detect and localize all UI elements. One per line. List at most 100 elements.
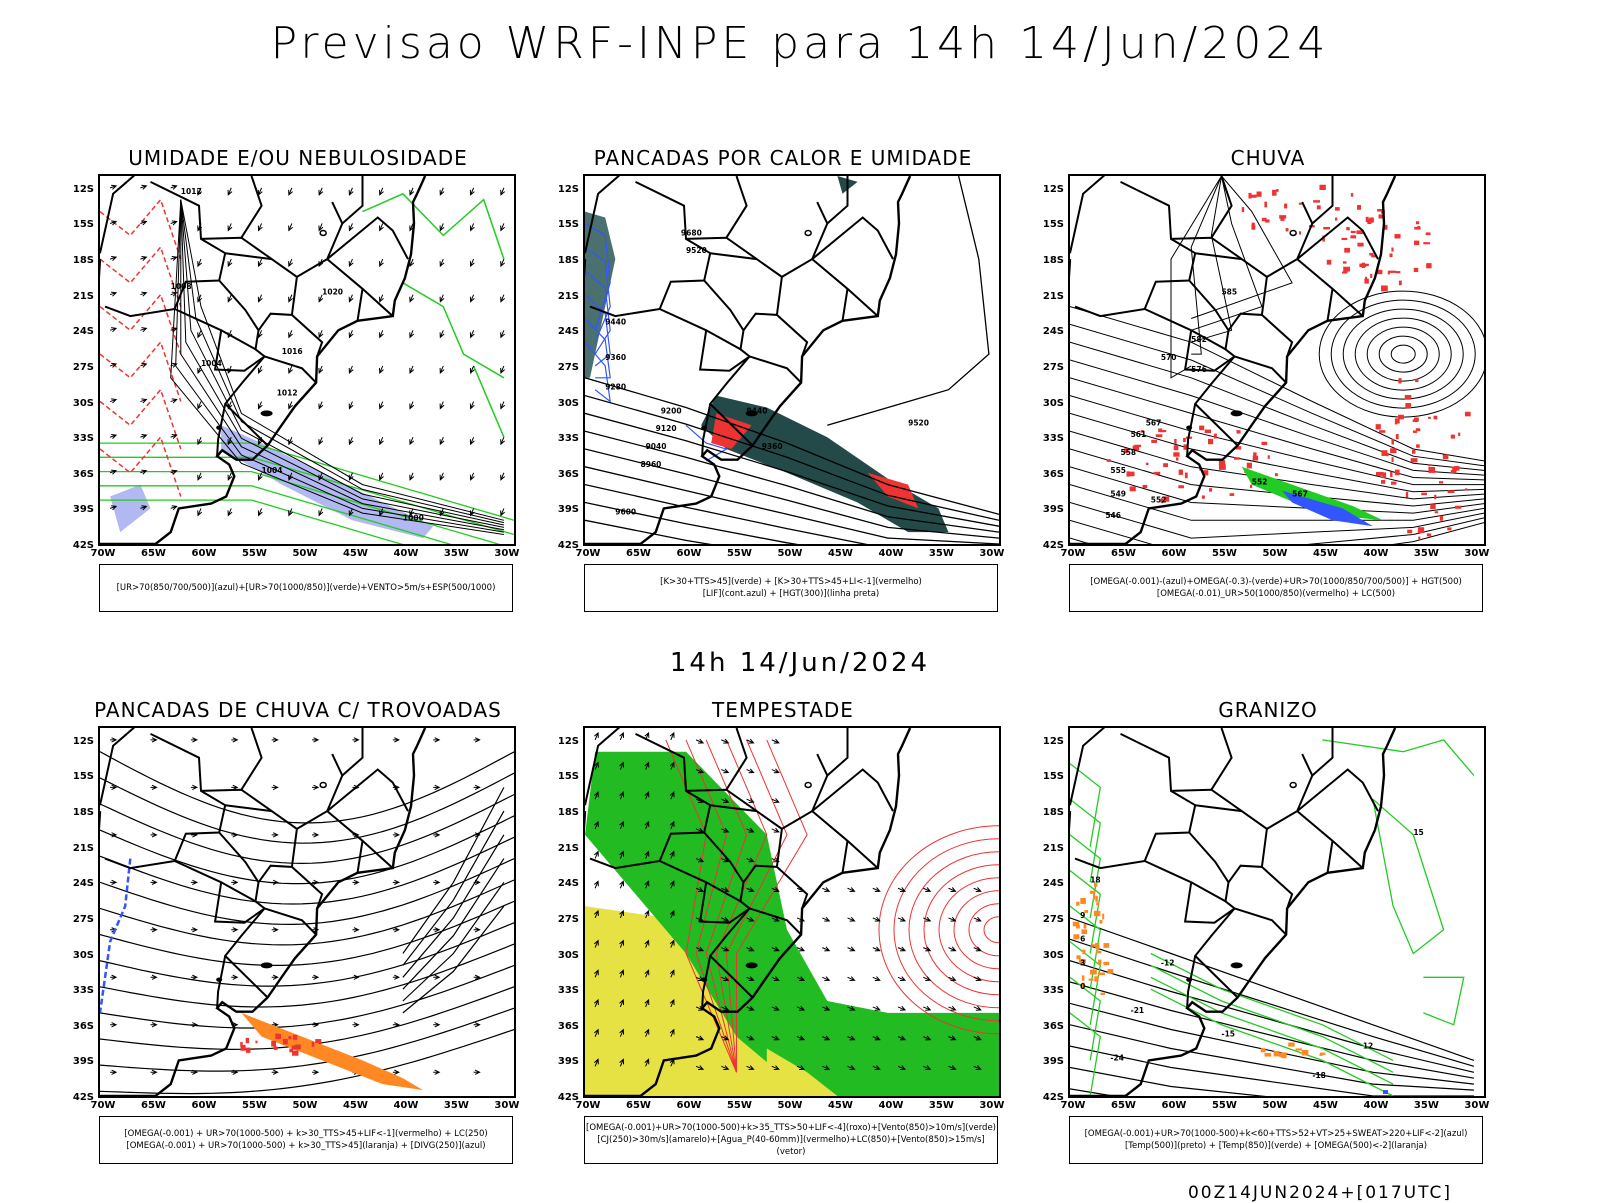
streamline-arrow [271, 879, 279, 885]
wind-vector [695, 768, 705, 774]
streamline-arrow [433, 737, 441, 743]
wind-vector [897, 916, 907, 922]
streamline-arrow [433, 1022, 441, 1028]
border-line [356, 840, 364, 873]
wind-vector [197, 472, 203, 481]
rain-patch [1313, 200, 1321, 203]
lon-tick-label: 50W [1262, 548, 1288, 559]
border-line [1070, 176, 1106, 254]
lagoa-dos-patos [260, 410, 273, 417]
rain-patch [1417, 226, 1421, 229]
streamline-arrow [473, 832, 481, 838]
streamline [402, 881, 505, 1002]
thunder-red [245, 1047, 251, 1053]
height-label: 9120 [656, 424, 677, 433]
wind-vector [796, 1035, 806, 1041]
wind-vector [227, 294, 233, 303]
isobar-label: 1004 [201, 359, 222, 368]
wind-vector [796, 946, 806, 952]
rain-patch [1284, 203, 1288, 209]
geopotential-label: 558 [1120, 448, 1136, 457]
wind-vector [695, 887, 705, 892]
border-line [749, 907, 802, 936]
border-line [585, 176, 621, 254]
wind-vector [197, 436, 203, 446]
wind-vector [109, 362, 118, 368]
geopotential-label: 555 [1110, 466, 1126, 475]
streamline [402, 810, 505, 966]
rain-patch [1391, 247, 1394, 252]
wind-vector [469, 223, 475, 232]
streamline-arrow [150, 784, 158, 790]
geopotential-label: 552 [1151, 495, 1167, 504]
omega-orange [1301, 1049, 1309, 1056]
wind-vector [379, 187, 384, 196]
height-label: 9520 [908, 418, 929, 427]
omega-orange [1081, 929, 1087, 935]
lon-tick-label: 35W [443, 548, 469, 559]
rain-patch [1342, 261, 1347, 264]
lon-tick-label: 60W [191, 1100, 217, 1111]
wind-vector [109, 505, 118, 511]
rain-patch [1357, 242, 1364, 247]
lon-tick-label: 70W [575, 548, 601, 559]
lon-tick-label: 60W [676, 548, 702, 559]
streamline-arrow [110, 784, 118, 790]
rain-patch [1132, 445, 1140, 451]
rain-patch [1376, 269, 1383, 275]
wind-vector [822, 976, 831, 982]
geopotential-contour [1070, 377, 1484, 481]
rain-patch [1184, 472, 1188, 479]
wind-vector [469, 436, 475, 446]
rain-patch [1173, 445, 1179, 451]
lagoa-dos-patos [745, 962, 758, 969]
lat-tick-label: 39S [1042, 1056, 1064, 1068]
border-line [223, 355, 269, 447]
isobar [180, 199, 505, 524]
border-line [100, 728, 136, 806]
temp-label: 9 [1080, 911, 1085, 920]
lat-tick-label: 18S [557, 255, 579, 267]
lat-tick-label: 33S [557, 433, 579, 445]
wind-vector [409, 436, 415, 446]
rain-patch [1233, 457, 1240, 460]
thunder-red [240, 1042, 243, 1047]
low-center-contour [1366, 326, 1440, 382]
wind-vector [872, 887, 881, 892]
wind-vector [669, 850, 675, 859]
lat-tick-label: 24S [557, 878, 579, 890]
streamline-arrow [433, 832, 441, 838]
legend-box: [OMEGA(-0.001)-(azul)+OMEGA(-0.3)-(verde… [1069, 564, 1483, 612]
rain-patch [1350, 193, 1354, 197]
wind-vector [644, 998, 650, 1008]
green-contour [472, 365, 505, 438]
lif-contour [585, 294, 611, 367]
temp-label: -18 [1312, 1071, 1326, 1080]
wind-vector [500, 223, 506, 232]
border-line [213, 882, 267, 924]
wind-vector [439, 508, 445, 517]
lon-tick-label: 30W [1464, 1100, 1490, 1111]
streamline [402, 787, 505, 954]
wind-vector [409, 472, 415, 481]
wind-vector [721, 738, 730, 744]
lif-contour [585, 222, 611, 331]
rain-patch [1326, 259, 1332, 265]
rain-patch [1378, 214, 1384, 219]
wind-vector [409, 508, 415, 517]
streamline-arrow [271, 1069, 279, 1075]
wind-vector [669, 880, 675, 889]
wind-vector [644, 1028, 650, 1037]
border-line [326, 810, 394, 869]
border-line [225, 804, 298, 883]
wind-vector [973, 1035, 982, 1041]
wind-vector [593, 909, 599, 919]
temp-label: 6 [1080, 935, 1085, 944]
geopotential-label: 582 [1191, 335, 1207, 344]
streamline-arrow [312, 737, 320, 743]
omega-orange [1096, 946, 1100, 951]
wind-vector [619, 820, 625, 830]
lon-tick-label: 55W [726, 548, 752, 559]
rain-patch [1124, 448, 1129, 454]
lon-tick-label: 55W [1211, 548, 1237, 559]
